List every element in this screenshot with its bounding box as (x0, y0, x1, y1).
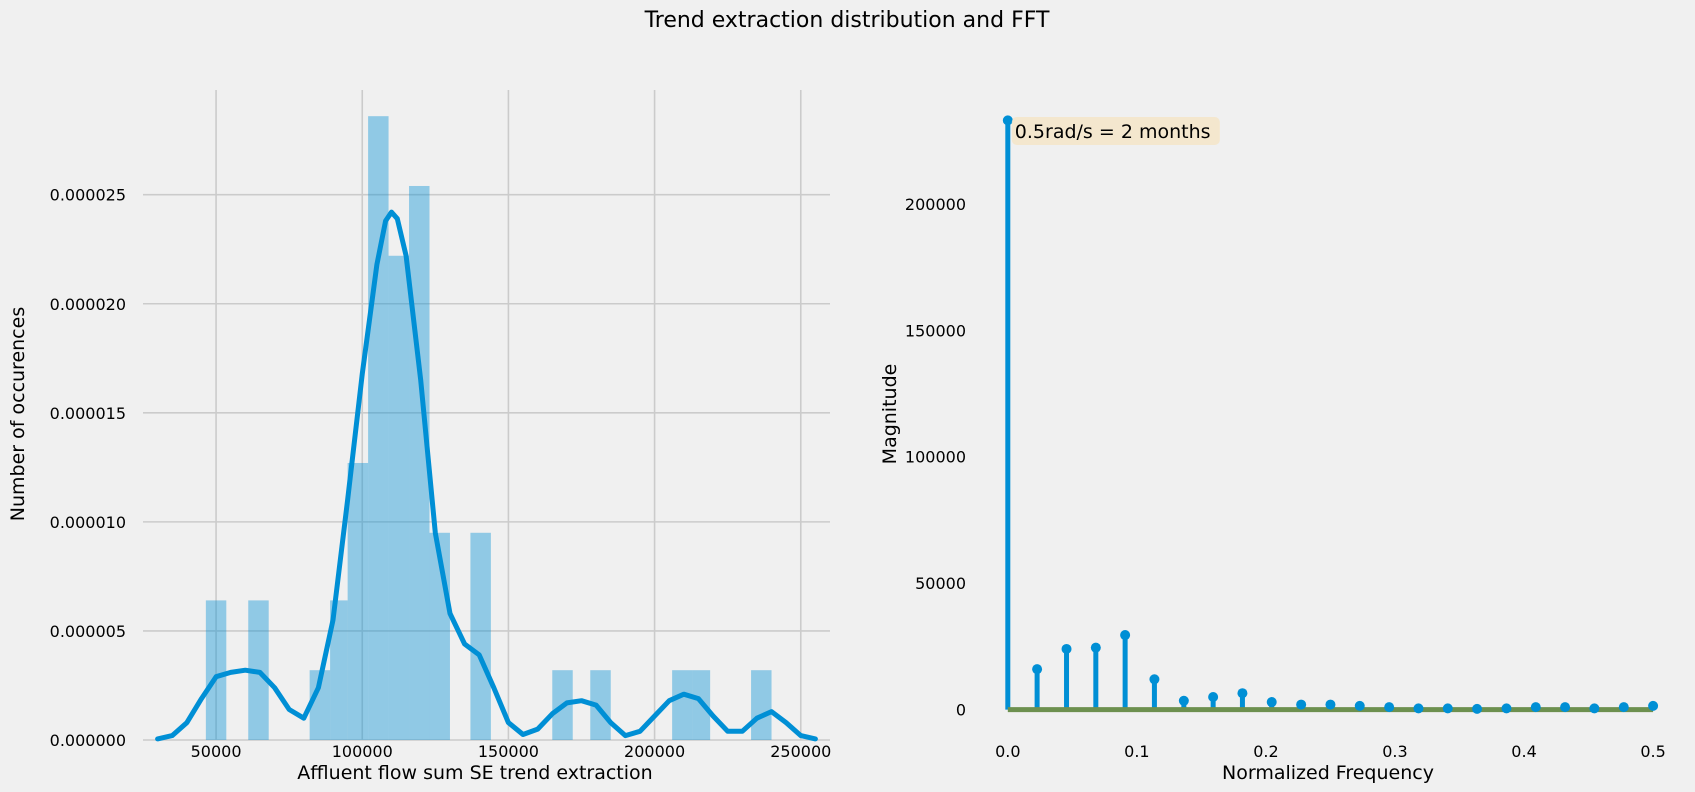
fft-x-tick-labels: 0.0 0.1 0.2 0.3 0.4 0.5 (995, 742, 1666, 761)
fft-y-tick-label: 0 (956, 701, 966, 720)
fft-y-axis-label: Magnitude (879, 364, 901, 465)
histogram-x-axis-label: Affluent flow sum SE trend extraction (297, 762, 652, 784)
histogram-y-tick-label: 0.000000 (50, 731, 126, 750)
fft-stem-marker (1442, 703, 1453, 714)
histogram-bar (330, 600, 348, 740)
histogram-y-tick-label: 0.000020 (50, 295, 126, 314)
fft-stem-marker (1090, 642, 1101, 653)
fft-panel: 0.0 0.1 0.2 0.3 0.4 0.5 0 50000 100000 150000 200… (879, 115, 1666, 784)
histogram-bar (309, 670, 331, 740)
fft-x-tick-label: 0.2 (1253, 742, 1278, 761)
histogram-x-tick-labels: 50000 100000 150000 200000 250000 (191, 742, 832, 761)
fft-x-axis-label: Normalized Frequency (1222, 762, 1434, 784)
histogram-y-tick-label: 0.000025 (50, 186, 126, 205)
fft-stem-marker (1589, 703, 1600, 714)
fft-y-tick-label: 150000 (905, 321, 966, 340)
fft-stem-marker (1002, 115, 1013, 126)
fft-stem-marker (1325, 699, 1336, 710)
fft-stem-marker (1501, 703, 1512, 714)
histogram-bars (205, 116, 772, 741)
fft-stem-marker (1266, 697, 1277, 708)
histogram-y-axis-label: Number of occurences (7, 307, 29, 521)
fft-stem-marker (1237, 688, 1248, 699)
fft-x-tick-label: 0.0 (995, 742, 1020, 761)
histogram-bar (470, 532, 491, 740)
fft-stem-marker (1120, 630, 1131, 641)
histogram-panel: 50000 100000 150000 200000 250000 0.0000000.… (7, 90, 831, 784)
fft-stem-marker (1648, 700, 1659, 711)
fft-stem-marker (1296, 699, 1307, 710)
histogram-bar (347, 462, 369, 740)
histogram-y-tick-label: 0.000015 (50, 404, 126, 423)
fft-stem-marker (1413, 703, 1424, 714)
fft-x-tick-label: 0.5 (1640, 742, 1665, 761)
histogram-y-tick-labels: 0.000000 0.000005 0.000010 0.000015 0.000020… (50, 186, 126, 750)
fft-stem-marker (1530, 702, 1541, 713)
figure-suptitle: Trend extraction distribution and FFT (644, 8, 1050, 33)
histogram-x-tick-label: 150000 (478, 742, 539, 761)
fft-stem-marker (1208, 692, 1219, 703)
fft-stem-marker (1560, 702, 1571, 713)
fft-y-tick-label: 200000 (905, 195, 966, 214)
histogram-x-tick-label: 50000 (191, 742, 242, 761)
fft-stem-marker (1354, 700, 1365, 711)
fft-y-tick-label: 100000 (905, 448, 966, 467)
fft-stems (1002, 115, 1659, 714)
fft-stem-marker (1149, 674, 1160, 685)
fft-annotation: 0.5rad/s = 2 months (1011, 117, 1220, 145)
histogram-bar (205, 600, 227, 740)
fft-y-tick-label: 50000 (915, 574, 966, 593)
fft-annotation-box (1011, 117, 1220, 145)
fft-annotation-text: 0.5rad/s = 2 months (1015, 121, 1211, 143)
histogram-y-tick-label: 0.000010 (50, 513, 126, 532)
histogram-gridlines (143, 90, 830, 741)
histogram-x-tick-label: 200000 (624, 742, 685, 761)
histogram-x-tick-label: 250000 (770, 742, 831, 761)
fft-stem-marker (1384, 702, 1395, 713)
fft-stem-marker (1061, 643, 1072, 654)
fft-x-tick-label: 0.3 (1382, 742, 1407, 761)
fft-stem-marker (1618, 702, 1629, 713)
fft-stem-marker (1178, 695, 1189, 706)
histogram-bar (388, 255, 410, 741)
fft-x-tick-label: 0.4 (1511, 742, 1536, 761)
histogram-bar (368, 116, 389, 740)
fft-y-tick-labels: 0 50000 100000 150000 200000 (905, 195, 966, 720)
fft-x-tick-label: 0.1 (1124, 742, 1149, 761)
fft-stem-marker (1032, 664, 1043, 675)
histogram-x-tick-label: 100000 (332, 742, 393, 761)
histogram-bar (590, 670, 611, 740)
histogram-bar (672, 670, 693, 740)
histogram-bar (751, 670, 772, 740)
histogram-y-tick-label: 0.000005 (50, 622, 126, 641)
kde-curve (155, 209, 818, 742)
fft-stem-marker (1472, 703, 1483, 714)
